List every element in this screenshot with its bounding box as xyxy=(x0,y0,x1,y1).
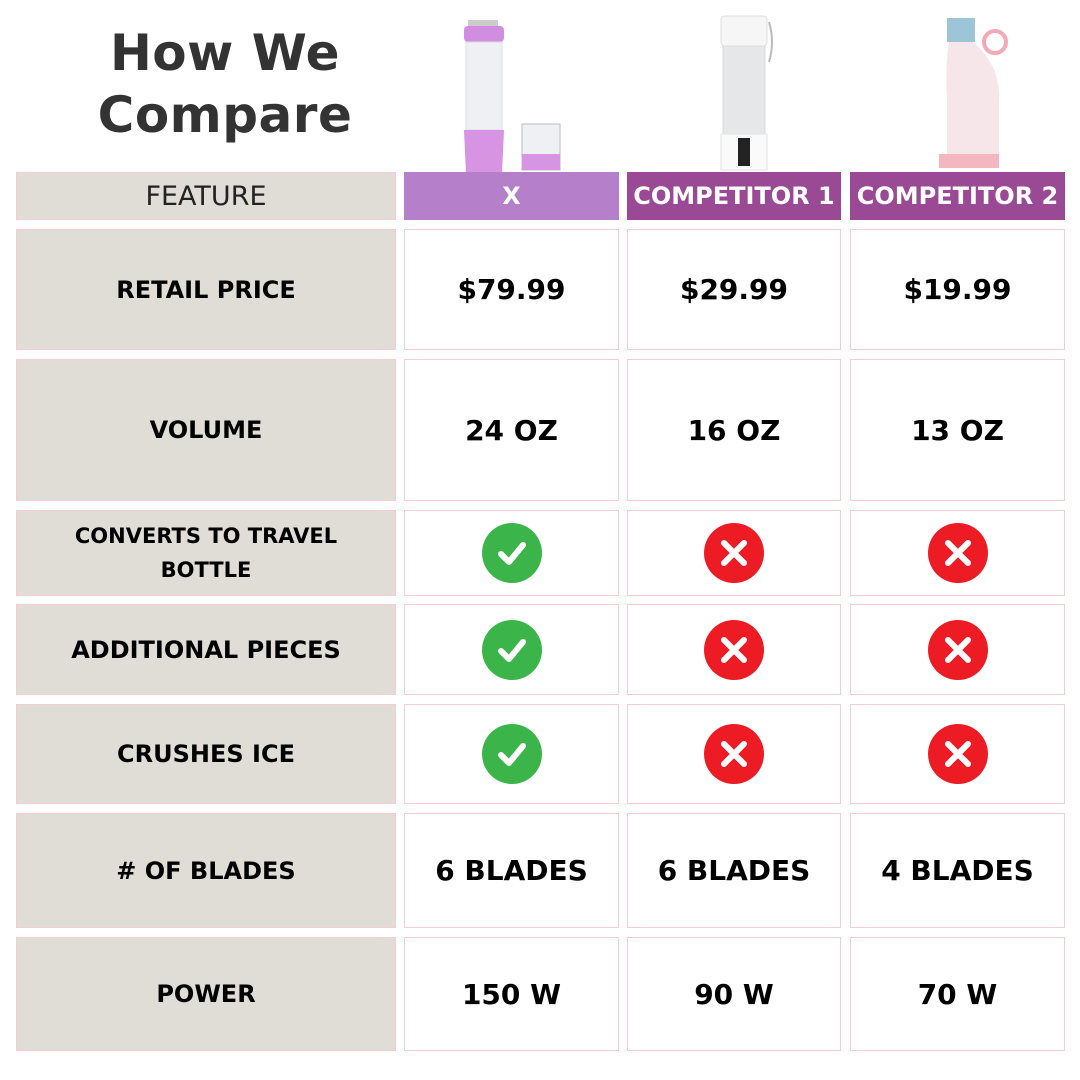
header-feature: FEATURE xyxy=(16,172,396,220)
feature-label: VOLUME xyxy=(16,359,396,501)
value-cell: 90 W xyxy=(627,937,841,1051)
icon-cell xyxy=(404,510,619,596)
product-image-competitor-2 xyxy=(939,18,1008,168)
value-cell: 16 OZ xyxy=(627,359,841,501)
feature-label: POWER xyxy=(16,937,396,1051)
feature-label: CRUSHES ICE xyxy=(16,704,396,804)
icon-cell xyxy=(627,704,841,804)
cross-icon xyxy=(927,724,988,784)
cross-icon xyxy=(704,724,764,784)
value-cell: 24 OZ xyxy=(404,359,619,501)
page-title: How We Compare xyxy=(97,24,353,144)
check-icon xyxy=(481,523,542,583)
value-cell: 13 OZ xyxy=(850,359,1065,501)
value-cell: $19.99 xyxy=(850,229,1065,350)
value-cell: 150 W xyxy=(404,937,619,1051)
value-cell: $79.99 xyxy=(404,229,619,350)
icon-cell xyxy=(850,704,1065,804)
value-cell: 6 BLADES xyxy=(627,813,841,928)
icon-cell xyxy=(850,604,1065,695)
check-icon xyxy=(481,724,542,784)
header-product-x: X xyxy=(404,172,619,220)
icon-cell xyxy=(404,704,619,804)
icon-cell xyxy=(850,510,1065,596)
icon-cell xyxy=(404,604,619,695)
icon-cell xyxy=(627,604,841,695)
value-cell: 6 BLADES xyxy=(404,813,619,928)
value-cell: 4 BLADES xyxy=(850,813,1065,928)
feature-label: RETAIL PRICE xyxy=(16,229,396,350)
cross-icon xyxy=(927,619,988,680)
header-competitor-2: COMPETITOR 2 xyxy=(850,172,1065,220)
feature-label: ADDITIONAL PIECES xyxy=(16,604,396,695)
product-image-competitor-1 xyxy=(720,15,773,171)
feature-label: CONVERTS TO TRAVEL BOTTLE xyxy=(16,510,396,596)
header-competitor-1: COMPETITOR 1 xyxy=(627,172,841,220)
product-image-x xyxy=(464,20,561,172)
feature-label: # OF BLADES xyxy=(16,813,396,928)
cross-icon xyxy=(704,523,764,583)
cross-icon xyxy=(927,523,988,583)
icon-cell xyxy=(627,510,841,596)
value-cell: $29.99 xyxy=(627,229,841,350)
cross-icon xyxy=(704,619,764,680)
value-cell: 70 W xyxy=(850,937,1065,1051)
check-icon xyxy=(481,619,542,680)
